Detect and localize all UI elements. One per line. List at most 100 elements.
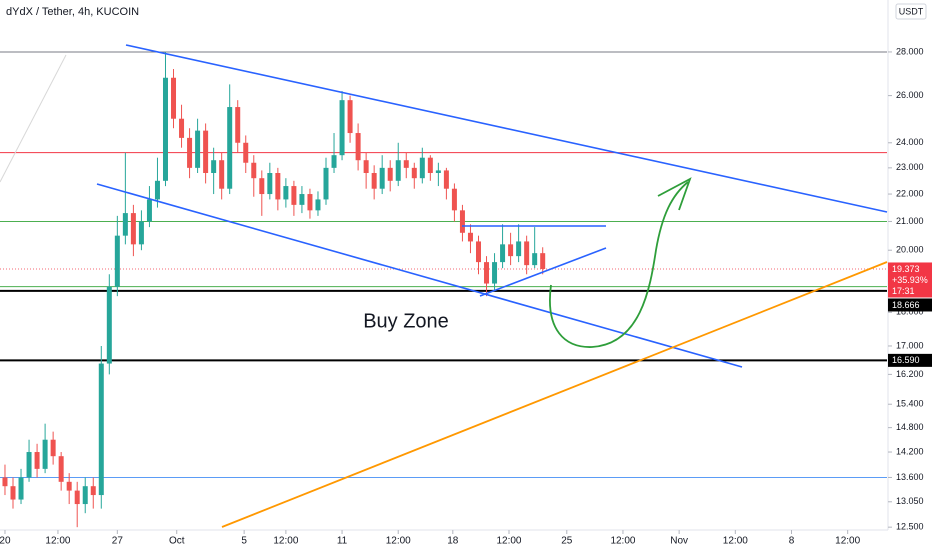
x-tick-label: 25 xyxy=(561,536,573,547)
x-tick-label: 12:00 xyxy=(723,536,748,547)
y-tick-label: 23.000 xyxy=(896,162,924,172)
y-tick-label: 16.200 xyxy=(896,369,924,379)
candle-body xyxy=(26,452,32,478)
candle-body xyxy=(387,167,393,181)
candle-body xyxy=(484,262,490,284)
candle-body xyxy=(267,172,273,195)
candle-body xyxy=(355,133,361,161)
triangle-bottom xyxy=(479,247,607,297)
y-tick-label: 12.500 xyxy=(896,522,924,532)
candle-body xyxy=(451,188,457,211)
candle-body xyxy=(130,213,136,245)
arrow-curve xyxy=(549,181,689,348)
candle-body xyxy=(146,199,152,222)
y-tick-label: 15.400 xyxy=(896,399,924,409)
candle-body xyxy=(58,456,64,482)
candle-body xyxy=(371,172,377,189)
candle-body xyxy=(291,186,297,205)
axis-layer: 28.000 26.000 24.000 23.000 22.000 21.000 20.0… xyxy=(0,46,932,547)
candle-body xyxy=(138,221,144,245)
level-price-label: 18.666 xyxy=(892,300,920,310)
y-tick-label: 26.000 xyxy=(896,90,924,100)
candle-body xyxy=(203,130,209,173)
candle-body xyxy=(475,241,481,263)
candle-body xyxy=(195,130,201,168)
candle-body xyxy=(347,100,353,134)
plot-area xyxy=(0,51,887,528)
y-tick-label: 17.000 xyxy=(896,340,924,350)
x-tick-label: 12:00 xyxy=(835,536,860,547)
candle-body xyxy=(283,186,289,200)
candle-body xyxy=(235,107,241,143)
candle-body xyxy=(331,155,337,168)
candle-body xyxy=(395,160,401,181)
candle-body xyxy=(419,157,425,179)
candle-body xyxy=(532,253,538,266)
x-tick-label: 20 xyxy=(0,536,11,547)
last-price-info: +35.93% xyxy=(892,275,928,285)
candle-body xyxy=(508,244,514,257)
x-tick-label: 11 xyxy=(337,536,348,547)
y-tick-label: 13.050 xyxy=(896,496,924,506)
candle-body xyxy=(154,180,160,200)
arrow-head xyxy=(657,177,692,211)
level-price-box xyxy=(888,353,932,367)
y-tick-label: 18.000 xyxy=(896,307,924,317)
candle-body xyxy=(74,490,80,505)
candle-body xyxy=(323,167,329,200)
y-tick-label: 24.000 xyxy=(896,137,924,147)
x-tick-label: 8 xyxy=(789,536,795,547)
x-tick-label: 12:00 xyxy=(273,536,298,547)
candle-body xyxy=(227,107,233,189)
x-tick-label: Nov xyxy=(670,536,688,547)
candle-body xyxy=(18,477,24,500)
currency-box[interactable] xyxy=(895,3,927,20)
candle-body xyxy=(2,477,8,487)
candle-body xyxy=(492,262,498,284)
candle-body xyxy=(179,118,185,138)
candle-body xyxy=(82,486,88,505)
y-tick-label: 13.600 xyxy=(896,472,924,482)
level-price-box xyxy=(888,298,932,312)
candle-body xyxy=(50,439,56,457)
currency[interactable]: USDT xyxy=(899,6,924,16)
last-price-label: 19.373 xyxy=(892,264,920,274)
candle-body xyxy=(403,160,409,168)
candle-body xyxy=(459,210,465,233)
candle-body xyxy=(443,170,449,189)
x-tick-label: 18 xyxy=(447,536,459,547)
drawings xyxy=(0,44,888,528)
candle-body xyxy=(243,142,249,163)
candle-body xyxy=(259,178,265,195)
trend-line xyxy=(0,54,67,183)
y-tick-label: 28.000 xyxy=(896,46,924,56)
chart-title: dYdX / Tether, 4h, KUCOIN xyxy=(6,6,139,18)
annotation: Buy Zone xyxy=(363,310,449,332)
candle-body xyxy=(122,213,128,236)
channel-lower xyxy=(96,183,743,368)
candle-body xyxy=(540,253,546,269)
y-tick-label: 22.000 xyxy=(896,188,924,198)
candle-body xyxy=(435,170,441,173)
candle-body xyxy=(106,286,112,364)
x-tick-label: 27 xyxy=(112,536,124,547)
candle-body xyxy=(299,194,305,205)
x-tick-label: 5 xyxy=(241,536,247,547)
y-tick-label: 21.000 xyxy=(896,216,924,226)
candle-body xyxy=(98,363,104,496)
candle-body xyxy=(90,486,96,496)
last-price-info: 17:31 xyxy=(892,286,915,296)
candle-body xyxy=(379,167,385,189)
candle-body xyxy=(500,244,506,263)
support-line xyxy=(221,261,888,528)
candle-body xyxy=(211,160,217,173)
candle-body xyxy=(171,77,177,119)
candle-body xyxy=(10,486,16,500)
x-tick-label: 12:00 xyxy=(610,536,635,547)
candle-body xyxy=(315,199,321,211)
x-tick-label: Oct xyxy=(169,536,185,547)
x-tick-label: 12:00 xyxy=(45,536,70,547)
candle-body xyxy=(516,241,522,257)
